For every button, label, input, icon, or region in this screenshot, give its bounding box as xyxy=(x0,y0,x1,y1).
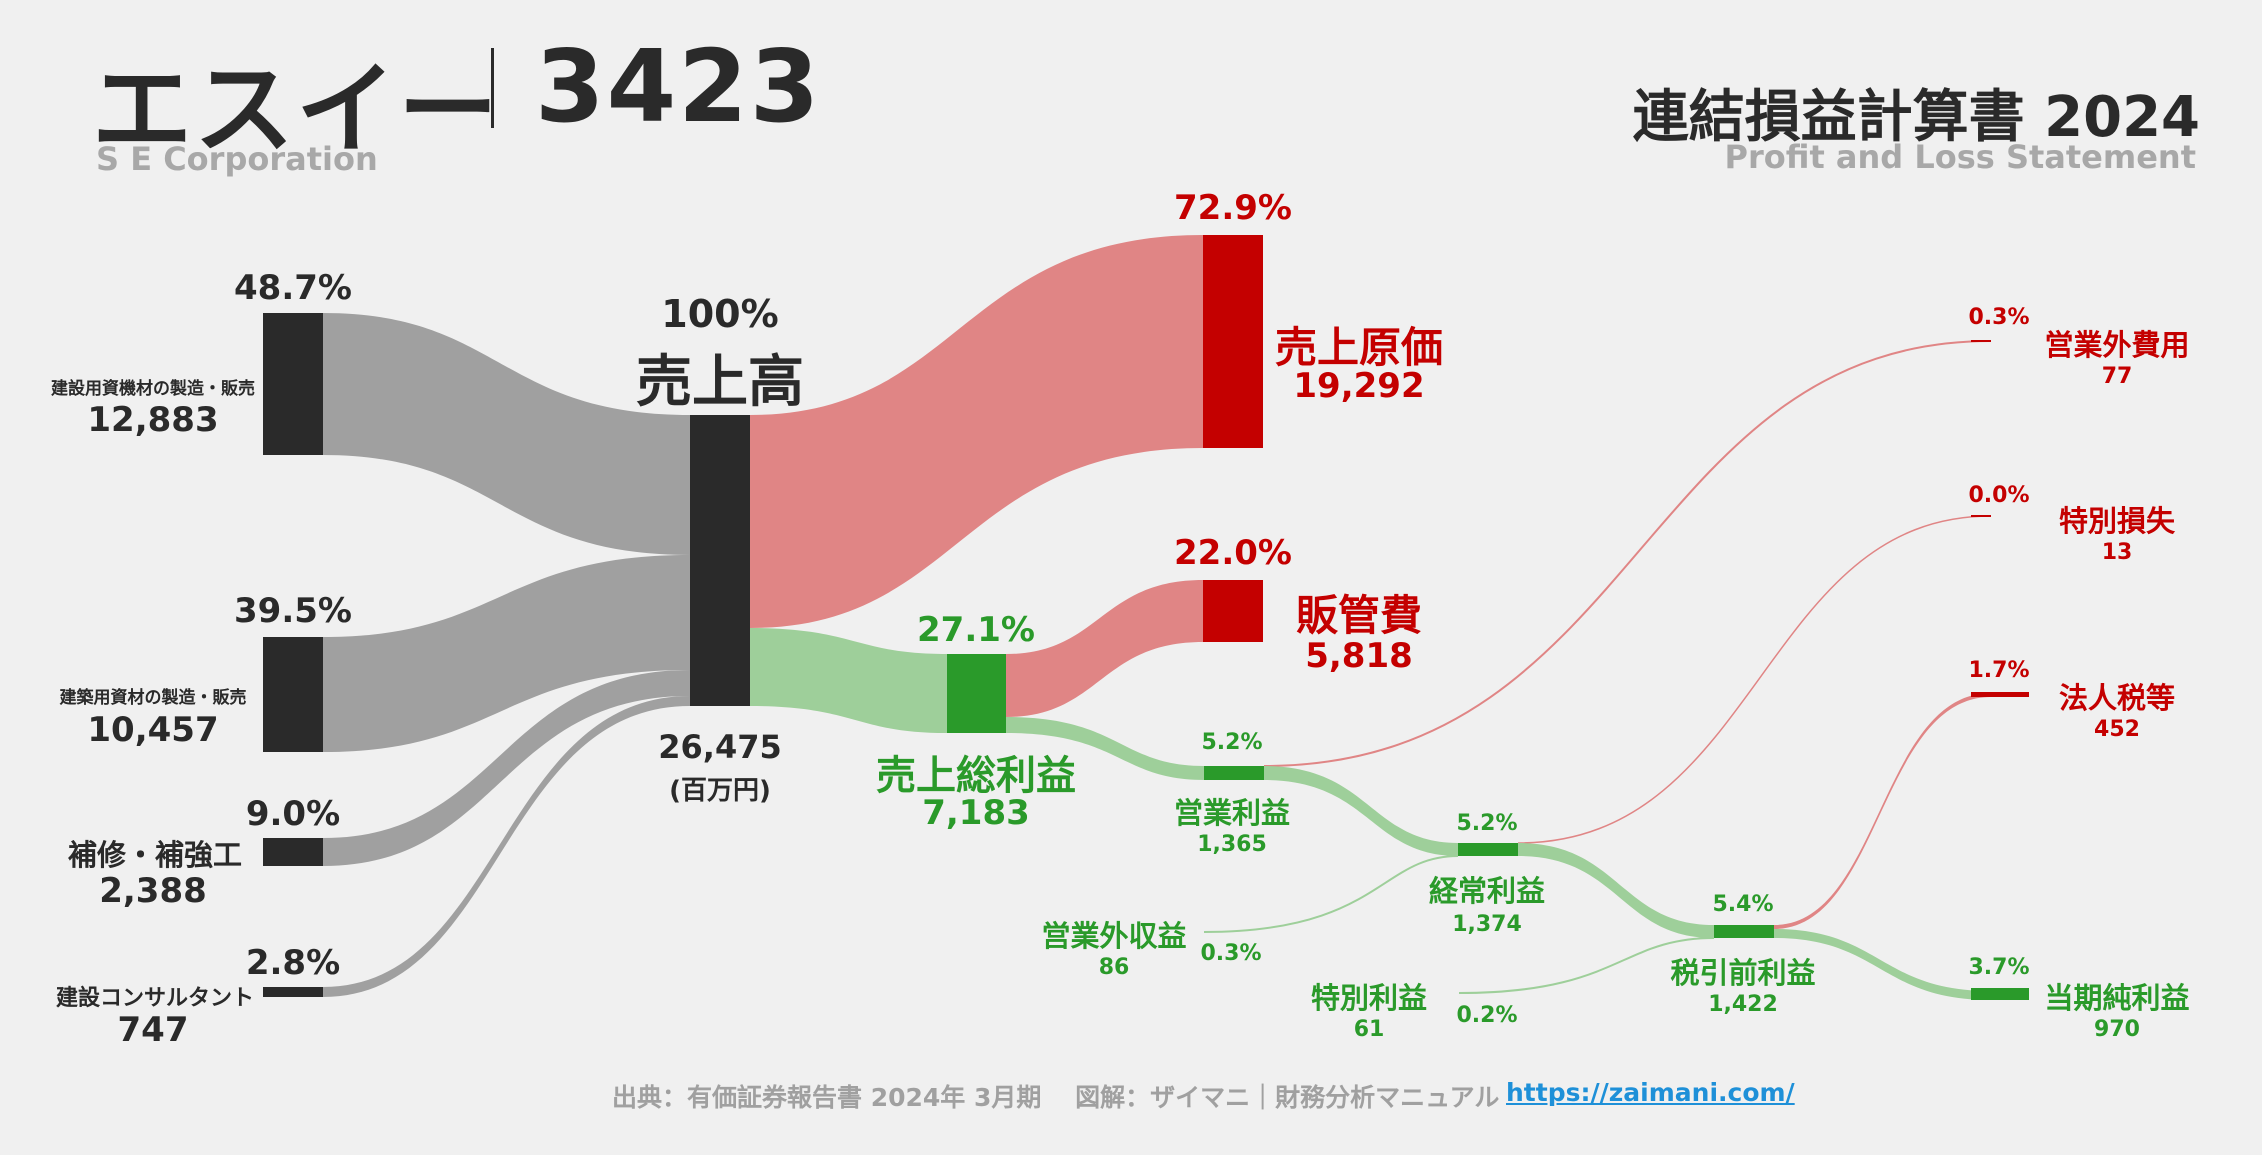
flow-segment-3 xyxy=(323,670,690,866)
non-operating-expense-value: 77 xyxy=(2101,364,2133,389)
non-operating-income-value: 86 xyxy=(1098,955,1130,980)
pretax-profit-value: 1,422 xyxy=(1708,992,1778,1017)
revenue-unit: (百万円) xyxy=(669,776,771,806)
segment-4-name: 建設コンサルタント xyxy=(55,986,255,1011)
ordinary-profit-value: 1,374 xyxy=(1452,912,1522,937)
node-net-income xyxy=(1971,988,2029,1000)
flow-segment-1 xyxy=(323,313,690,555)
node-revenue xyxy=(690,415,750,706)
sga-name: 販管費 xyxy=(1295,591,1423,640)
node-extraordinary-loss xyxy=(1971,515,1991,517)
flow-extraordinary-loss xyxy=(1517,515,1992,844)
node-segment-3 xyxy=(263,838,323,866)
non-operating-income-name: 営業外収益 xyxy=(1041,919,1187,953)
node-segment-2 xyxy=(263,637,323,752)
extraordinary-loss-name: 特別損失 xyxy=(2058,504,2176,538)
segment-1-name: 建設用資機材の製造・販売 xyxy=(51,379,255,399)
extraordinary-income-name: 特別利益 xyxy=(1310,981,1428,1015)
segment-3-pct: 9.0% xyxy=(245,794,341,834)
node-ordinary-profit xyxy=(1458,843,1518,856)
non-operating-expense-name: 営業外費用 xyxy=(2044,328,2190,362)
segment-3-name: 補修・補強工 xyxy=(67,838,243,872)
flow-non-operating-income xyxy=(1203,855,1459,933)
node-operating-profit xyxy=(1204,766,1264,780)
net-income-name: 当期純利益 xyxy=(2044,981,2190,1015)
income-tax-name: 法人税等 xyxy=(2058,681,2176,715)
cost-of-sales-value: 19,292 xyxy=(1293,366,1425,406)
segment-3-value: 2,388 xyxy=(99,871,207,911)
node-gross-profit xyxy=(947,654,1006,733)
segment-4-pct: 2.8% xyxy=(245,943,341,983)
pretax-profit-name: 税引前利益 xyxy=(1670,956,1816,990)
gross-profit-name: 売上総利益 xyxy=(876,753,1076,799)
title-divider xyxy=(491,48,494,128)
income-tax-value: 452 xyxy=(2094,717,2140,742)
flow-segment-2 xyxy=(323,555,690,752)
stock-code: 3423 xyxy=(535,28,822,145)
segment-2-value: 10,457 xyxy=(87,710,219,750)
extraordinary-loss-pct: 0.0% xyxy=(1968,483,2030,508)
revenue-name: 売上高 xyxy=(636,350,804,415)
flow-non-operating-expense xyxy=(1263,340,1992,767)
segment-1-value: 12,883 xyxy=(87,400,219,440)
revenue-value: 26,475 xyxy=(658,728,782,766)
node-cost-of-sales xyxy=(1203,235,1263,448)
segment-2-name: 建築用資材の製造・販売 xyxy=(59,688,247,708)
income-tax-pct: 1.7% xyxy=(1968,658,2030,683)
flow-operating-profit xyxy=(1006,717,1204,780)
node-non-operating-expense xyxy=(1971,340,1991,342)
node-segment-1 xyxy=(263,313,323,455)
extraordinary-income-value: 61 xyxy=(1353,1017,1385,1042)
flow-extraordinary-income xyxy=(1458,937,1715,994)
footer-link[interactable]: https://zaimani.com/ xyxy=(1506,1078,1795,1107)
flow-cost-of-sales xyxy=(750,235,1203,628)
node-pretax-profit xyxy=(1714,925,1774,938)
footer-source: 出典：有価証券報告書 2024年 3月期 図解：ザイマニ｜財務分析マニュアル xyxy=(612,1083,1500,1112)
flow-income-tax xyxy=(1774,693,1991,929)
flow-ordinary-to-pretax xyxy=(1518,843,1714,938)
net-income-value: 970 xyxy=(2094,1017,2140,1042)
segment-1-pct: 48.7% xyxy=(234,268,352,308)
gross-profit-value: 7,183 xyxy=(922,793,1030,833)
cost-of-sales-name: 売上原価 xyxy=(1274,323,1444,372)
sga-value: 5,818 xyxy=(1305,636,1413,676)
ordinary-profit-name: 経常利益 xyxy=(1428,874,1546,908)
net-income-pct: 3.7% xyxy=(1968,955,2030,980)
segment-4-value: 747 xyxy=(117,1010,189,1050)
operating-profit-name: 営業利益 xyxy=(1173,796,1291,830)
pretax-profit-pct: 5.4% xyxy=(1712,892,1774,917)
flow-gross-profit xyxy=(750,628,947,733)
company-name-en: S E Corporation xyxy=(96,140,378,178)
gross-profit-pct: 27.1% xyxy=(917,610,1035,650)
ordinary-profit-pct: 5.2% xyxy=(1456,811,1518,836)
sga-pct: 22.0% xyxy=(1174,533,1292,573)
operating-profit-pct: 5.2% xyxy=(1201,730,1263,755)
company-name: エスイー xyxy=(92,51,500,168)
revenue-pct: 100% xyxy=(661,292,779,336)
flow-sga xyxy=(1006,580,1203,717)
node-income-tax xyxy=(1971,692,2029,697)
flow-operating-to-ordinary xyxy=(1264,766,1458,856)
report-title: 連結損益計算書 2024 xyxy=(1632,85,2200,150)
node-sga xyxy=(1203,580,1263,642)
extraordinary-income-pct: 0.2% xyxy=(1456,1003,1518,1028)
segment-2-pct: 39.5% xyxy=(234,591,352,631)
node-segment-4 xyxy=(263,987,323,997)
report-title-en: Profit and Loss Statement xyxy=(1724,138,2196,176)
flow-net-income xyxy=(1774,929,1991,1000)
cost-of-sales-pct: 72.9% xyxy=(1174,188,1292,228)
non-operating-expense-pct: 0.3% xyxy=(1968,305,2030,330)
operating-profit-value: 1,365 xyxy=(1197,832,1267,857)
non-operating-income-pct: 0.3% xyxy=(1200,941,1262,966)
extraordinary-loss-value: 13 xyxy=(2101,540,2133,565)
